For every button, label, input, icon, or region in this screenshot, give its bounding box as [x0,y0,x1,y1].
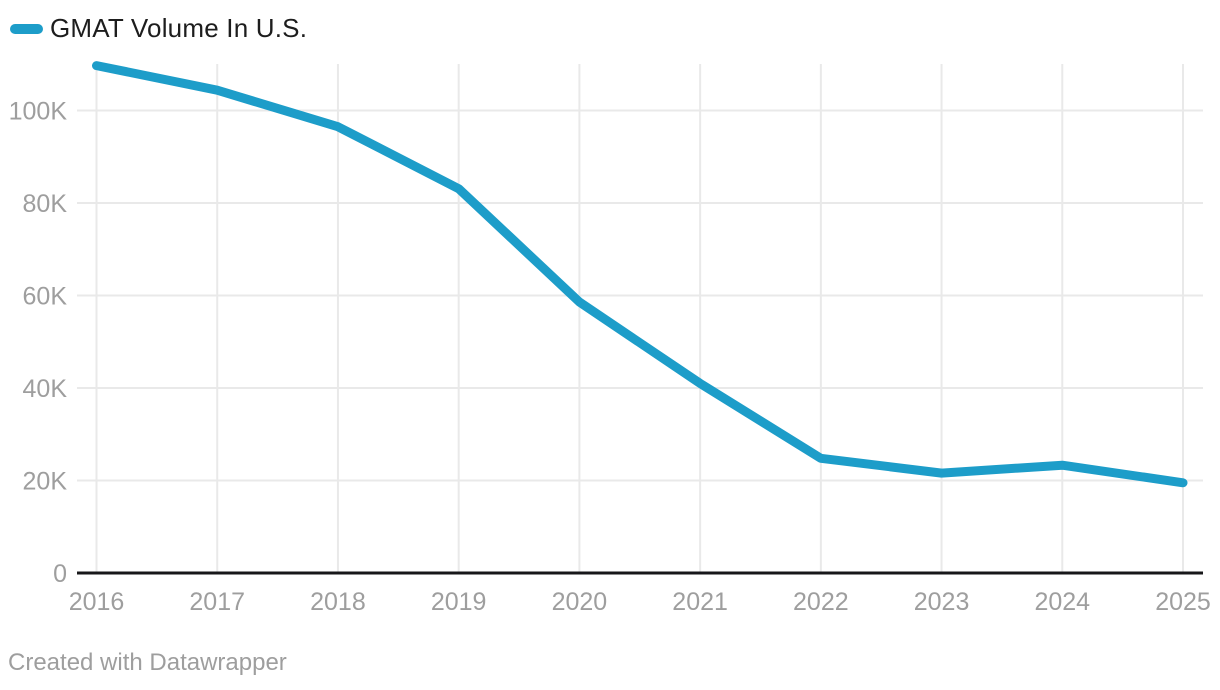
x-tick-label: 2016 [69,588,125,616]
legend-label: GMAT Volume In U.S. [50,13,308,43]
legend: GMAT Volume In U.S. [10,13,307,44]
attribution: Created with Datawrapper [8,649,287,676]
x-tick-label: 2019 [431,588,487,616]
x-tick-label: 2021 [672,588,728,616]
series-line [92,61,1188,488]
y-tick-label: 40K [23,375,68,403]
y-tick-label: 0 [53,560,67,588]
y-tick-label: 80K [23,190,68,218]
x-tick-label: 2018 [310,588,366,616]
y-tick-label: 100K [9,98,68,126]
legend-line-swatch [10,23,43,34]
x-tick-label: 2024 [1034,588,1090,616]
x-tick-label: 2017 [189,588,245,616]
x-tick-label: 2022 [793,588,849,616]
x-tick-label: 2025 [1155,588,1211,616]
y-tick-label: 60K [23,283,68,311]
x-tick-label: 2023 [914,588,970,616]
y-tick-label: 20K [23,468,68,496]
x-tick-label: 2020 [552,588,608,616]
